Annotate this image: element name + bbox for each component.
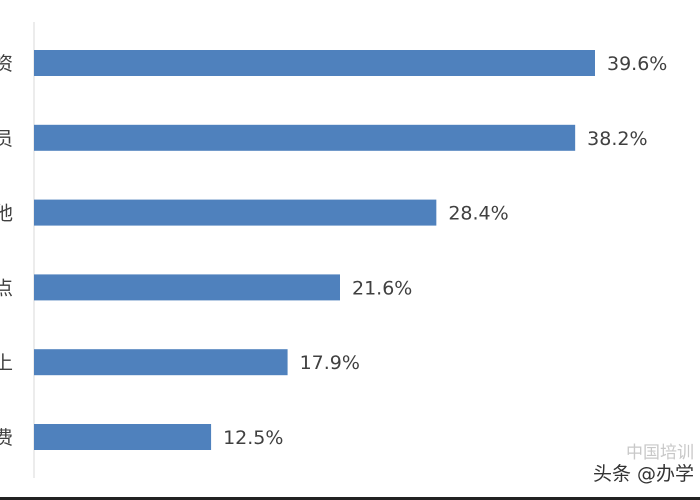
watermark-line2: 头条 @办学 [592, 463, 694, 486]
category-label-4: 上 [0, 352, 13, 374]
bar-1 [34, 124, 576, 151]
watermark: 中国培训 头条 @办学 [593, 443, 694, 486]
bar-3 [34, 274, 340, 301]
bar-0 [34, 50, 595, 76]
value-label-4: 17.9% [300, 352, 360, 374]
bar-4 [34, 349, 288, 376]
category-label-2: 他 [0, 203, 13, 225]
bar-5 [34, 424, 212, 450]
category-label-5: 费 [0, 427, 13, 449]
value-label-2: 28.4% [448, 203, 508, 225]
value-label-5: 12.5% [223, 427, 283, 449]
category-label-1: 员 [0, 128, 13, 150]
category-label-0: 资 [0, 53, 13, 75]
value-label-3: 21.6% [352, 277, 412, 299]
watermark-line1: 中国培训 [626, 442, 694, 463]
value-label-0: 39.6% [607, 53, 667, 75]
bottom-border [0, 497, 700, 500]
value-label-1: 38.2% [587, 128, 647, 150]
category-label-3: 点 [0, 277, 13, 299]
bar-2 [34, 199, 437, 226]
